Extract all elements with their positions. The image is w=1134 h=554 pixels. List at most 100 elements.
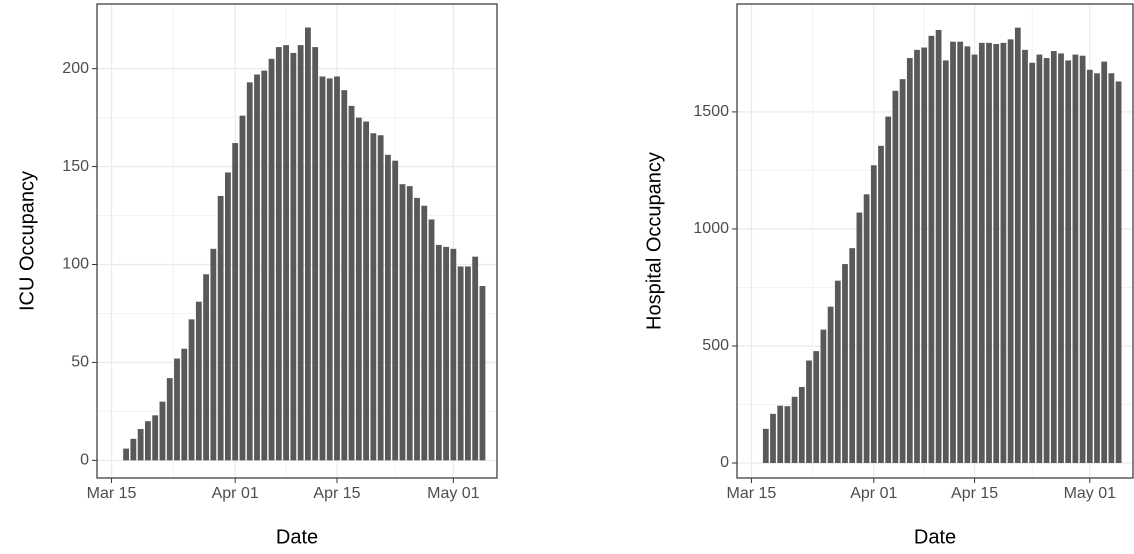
bar [935,29,942,464]
bar [479,286,486,461]
bar [1007,39,1014,464]
bar [1000,42,1007,464]
bar [261,70,268,461]
bar [885,116,892,464]
bar [443,246,449,461]
bar [1050,51,1057,464]
bar [971,54,978,464]
x-tick-label: Apr 15 [313,485,360,502]
bar [210,248,217,461]
bar [275,47,282,461]
bar [878,145,884,464]
bar [798,386,805,464]
bar [899,79,906,464]
y-tick-label: 50 [71,354,89,371]
bar [1072,54,1079,464]
bar [820,329,827,464]
bar [1043,58,1050,464]
bar [942,60,949,464]
bar [137,429,144,461]
bar [1086,69,1093,464]
bar [1014,27,1021,464]
bar [414,197,420,461]
bar [283,45,289,461]
y-tick-label: 0 [80,452,89,469]
x-tick-label: Apr 01 [212,485,259,502]
bar [1079,55,1086,464]
y-tick-label: 100 [62,256,89,273]
bar [181,348,188,461]
bar [950,41,956,464]
x-tick-label: Mar 15 [727,485,777,502]
x-tick-label: May 01 [427,485,480,502]
panel-border [96,3,498,479]
x-tick-label: Apr 15 [951,485,998,502]
bar [166,378,173,461]
bar [906,58,913,464]
bar [348,105,355,461]
x-tick-label: Mar 15 [87,485,137,502]
bar [239,115,246,461]
bar [145,421,151,461]
y-tick-label: 200 [62,60,89,77]
bar [421,205,428,461]
bar [928,35,935,464]
bar [428,219,435,461]
bar [363,121,369,461]
bar [986,42,992,464]
bar [914,49,920,464]
bar [993,44,1000,464]
bar [827,306,834,464]
bar [399,184,406,461]
bar [1108,73,1115,464]
bar [870,165,877,464]
bar [152,415,159,461]
bar [791,396,798,464]
bar [921,47,928,464]
bar [319,76,326,461]
bar [806,360,812,464]
bar [1115,81,1122,464]
bar [964,46,971,464]
bar [355,117,362,461]
bar [465,266,471,461]
x-tick-label: Apr 01 [850,485,897,502]
bar [957,41,964,464]
y-axis-title: ICU Occupancy [16,171,38,311]
bar [312,47,319,461]
bar [297,45,304,461]
y-tick-label: 150 [62,158,89,175]
bar [341,90,348,461]
y-axis-title: Hospital Occupancy [643,152,665,330]
bar [1029,62,1036,464]
bar [217,195,224,461]
bar [435,244,442,461]
bar [892,90,899,464]
x-axis-title: Date [276,526,318,548]
x-tick-label: May 01 [1064,485,1117,502]
x-axis-title: Date [914,526,956,548]
bar [290,52,297,461]
bar [159,401,166,461]
bar [834,280,841,464]
bar [246,82,253,461]
bar [254,74,260,461]
bar [326,78,333,461]
bar [978,42,985,464]
y-tick-label: 1000 [693,220,729,237]
bar [842,264,848,464]
bar [849,248,856,464]
bar [457,266,464,461]
bar [370,133,377,461]
bar [1036,54,1043,464]
bar [1101,61,1108,464]
bar [856,212,863,464]
bar [203,274,209,461]
bar [130,438,137,461]
bar [813,351,820,464]
bar [305,27,311,461]
bar [188,319,195,461]
y-tick-label: 1500 [693,103,729,120]
bar [385,154,391,461]
